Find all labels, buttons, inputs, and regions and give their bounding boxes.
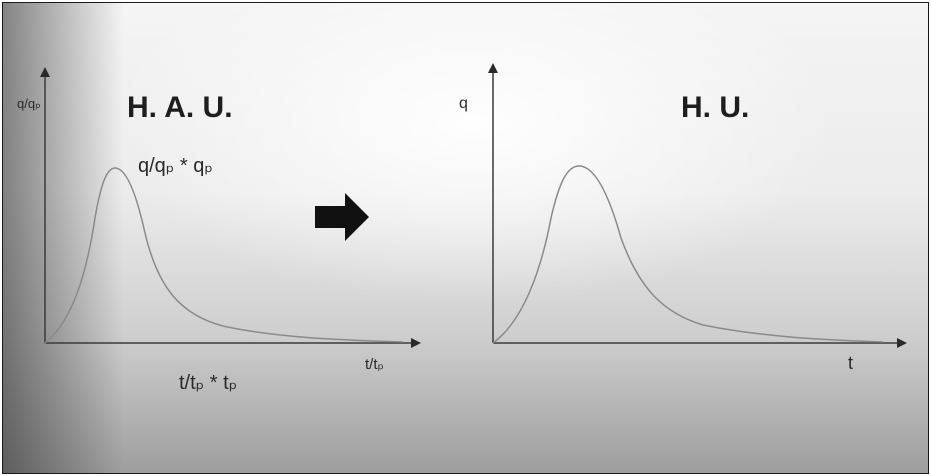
right-x-axis-label: t <box>848 353 854 373</box>
left-x-transform-label: t/tₚ * tₚ <box>179 372 238 394</box>
right-hydrograph-curve <box>492 165 884 344</box>
right-y-axis-label: q <box>459 95 468 112</box>
left-hydrograph-curve <box>44 167 404 344</box>
left-panel-title: H. A. U. <box>127 91 233 124</box>
diagram-canvas <box>40 63 907 348</box>
right-arrow-icon <box>315 193 369 241</box>
left-x-axis-label: t/tₚ <box>365 356 384 373</box>
left-curve-label: q/qₚ * qₚ <box>138 155 213 177</box>
background-shading <box>3 3 123 473</box>
left-y-axis-label: q/qₚ <box>17 96 41 111</box>
right-panel-title: H. U. <box>681 91 750 124</box>
